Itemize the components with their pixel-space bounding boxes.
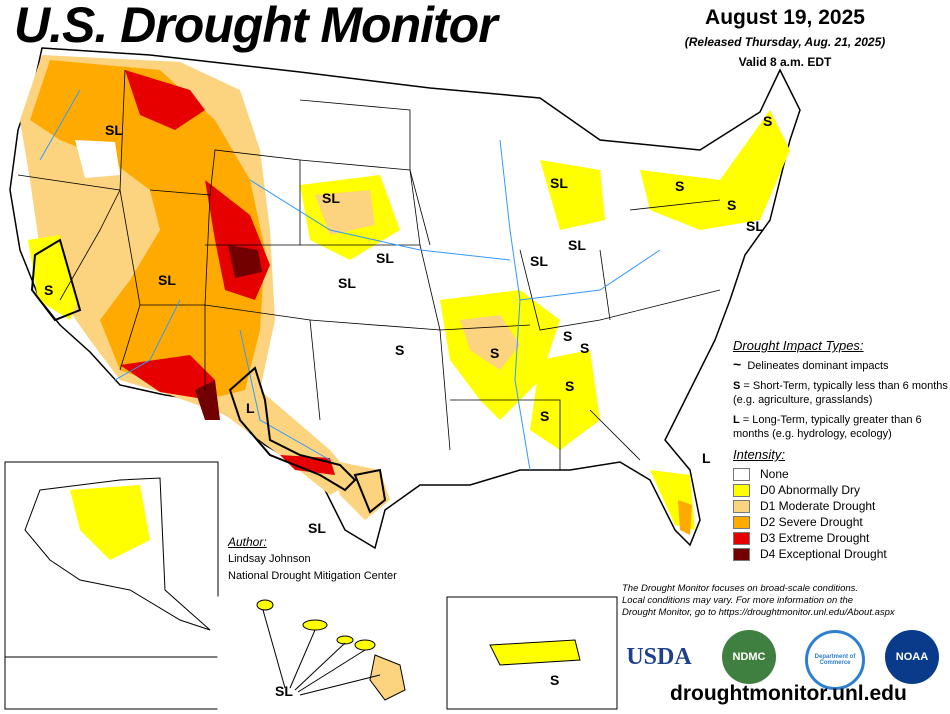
color-swatch [733, 547, 750, 561]
author-name: Lindsay Johnson [228, 553, 311, 565]
noaa-logo: NOAA [885, 630, 939, 684]
color-swatch [733, 483, 750, 497]
commerce-logo: Department of Commerce [805, 630, 865, 690]
disclaimer-line: The Drought Monitor focuses on broad-sca… [622, 583, 859, 594]
impact-label: SL [158, 272, 176, 288]
intensity-label: D3 Extreme Drought [760, 531, 870, 545]
intensity-label: D1 Moderate Drought [760, 499, 876, 513]
squiggle-line-icon: ~ [733, 356, 742, 372]
author-heading: Author: [228, 535, 267, 549]
intensity-swatches: None D0 Abnormally Dry D1 Moderate Drought… [733, 466, 948, 562]
impact-label: S [763, 113, 773, 129]
impact-label: L [246, 400, 255, 416]
d4-patch [228, 245, 262, 278]
ndmc-logo: NDMC [722, 630, 776, 684]
impact-label: SL [322, 190, 340, 206]
color-swatch [733, 499, 750, 513]
intensity-label: D4 Exceptional Drought [760, 547, 887, 561]
alaska-d0 [70, 485, 150, 560]
impact-label: SL [376, 250, 394, 266]
usda-logo: USDA [626, 643, 692, 670]
intensity-1: D0 Abnormally Dry [733, 482, 948, 498]
color-swatch [733, 467, 750, 481]
impact-label: S [540, 408, 550, 424]
impact-label: S [44, 282, 54, 298]
author-org: National Drought Mitigation Center [228, 570, 397, 582]
long-text: = Long-Term, typically greater than 6 mo… [733, 414, 922, 440]
intensity-5: D4 Exceptional Drought [733, 546, 948, 562]
author-block: Author: Lindsay Johnson National Drought… [228, 534, 397, 585]
impact-label: S [727, 197, 737, 213]
intensity-heading: Intensity: [733, 447, 786, 462]
d3-patch-3 [120, 355, 215, 400]
impact-label: SL [105, 122, 123, 138]
impact-label: S [563, 328, 573, 344]
intensity-2: D1 Moderate Drought [733, 498, 948, 514]
impact-label: S [565, 378, 575, 394]
d0-northeast [640, 110, 790, 230]
release-date: (Released Thursday, Aug. 21, 2025) [684, 35, 886, 49]
short-text: = Short-Term, typically less than 6 mont… [733, 380, 948, 406]
color-swatch [733, 515, 750, 529]
disclaimer-line: Drought Monitor, go to https://droughtmo… [622, 607, 895, 618]
d0-south [530, 350, 600, 450]
map-title: U.S. Drought Monitor [14, 0, 498, 53]
impact-types-heading: Drought Impact Types: [733, 338, 864, 353]
short-key: S [733, 380, 741, 392]
impact-label: L [702, 450, 711, 466]
impact-label: SL [550, 175, 568, 191]
puerto-rico [489, 639, 581, 666]
rivers [39, 89, 661, 471]
delineates-text: Delineates dominant impacts [747, 360, 889, 372]
d4-patch-nm [195, 380, 220, 420]
legend: Drought Impact Types: ~ Delineates domin… [733, 338, 948, 562]
valid-time: Valid 8 a.m. EDT [738, 55, 832, 69]
d1-midwest [460, 315, 520, 370]
long-term-entry: L = Long-Term, typically greater than 6 … [733, 413, 948, 441]
impact-label: S [395, 342, 405, 358]
d3-patch-1 [125, 70, 205, 130]
impact-delineation-lines [30, 238, 387, 514]
short-term-entry: S = Short-Term, typically less than 6 mo… [733, 379, 948, 407]
intensity-0: None [733, 466, 948, 482]
color-swatch [733, 531, 750, 545]
impact-label: S [550, 672, 560, 688]
hawaii-inset-frame [217, 596, 448, 710]
d1-texas [330, 460, 390, 520]
d2-florida [678, 500, 692, 535]
impact-label: S [580, 340, 590, 356]
d1-plains [315, 190, 375, 235]
impact-label: SL [338, 275, 356, 291]
intensity-label: D2 Severe Drought [760, 515, 863, 529]
impact-label: SL [308, 520, 326, 536]
intensity-label: None [760, 467, 789, 481]
impact-label: SL [568, 237, 586, 253]
impact-label: S [675, 178, 685, 194]
impact-label: SL [275, 683, 293, 699]
intensity-4: D3 Extreme Drought [733, 530, 948, 546]
intensity-3: D2 Severe Drought [733, 514, 948, 530]
delineates-entry: ~ Delineates dominant impacts [733, 357, 948, 373]
hawaii-label-leaders [262, 609, 381, 696]
aleutian-inset-frame [4, 656, 219, 710]
intensity-label: D0 Abnormally Dry [760, 483, 861, 497]
impact-label: SL [746, 218, 764, 234]
d0-michigan [540, 160, 605, 230]
map-date: August 19, 2025 [705, 6, 865, 29]
long-key: L [733, 414, 740, 426]
impact-label: S [490, 345, 500, 361]
website-url[interactable]: droughtmonitor.unl.edu [670, 682, 907, 705]
white-nw [75, 140, 120, 178]
state-boundaries [17, 69, 721, 470]
disclaimer: The Drought Monitor focuses on broad-sca… [622, 583, 895, 619]
impact-label: SL [530, 253, 548, 269]
disclaimer-line: Local conditions may vary. For more info… [622, 595, 854, 606]
